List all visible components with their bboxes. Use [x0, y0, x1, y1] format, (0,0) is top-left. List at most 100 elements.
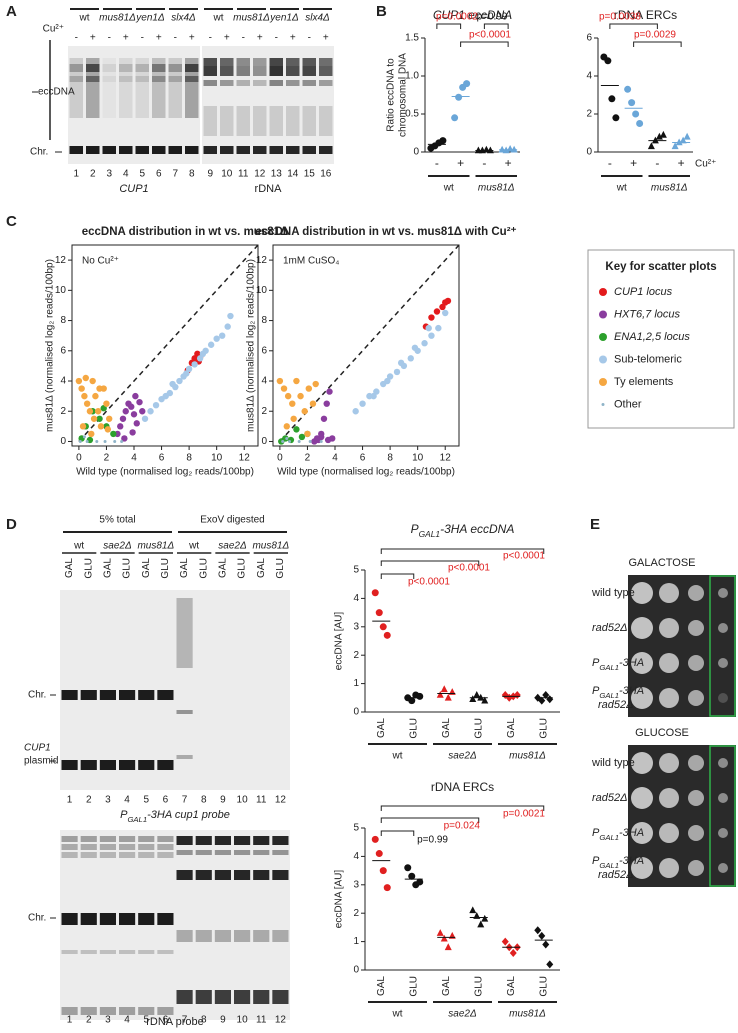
genotype-label: mus81Δ — [137, 541, 174, 552]
yeast-spot — [718, 863, 728, 873]
lane-number: 10 — [237, 1015, 249, 1026]
legend-swatch — [599, 288, 607, 296]
cu-label: Cu²⁺ — [695, 159, 716, 170]
x-tick-label: 6 — [159, 453, 165, 464]
y-tick-label: 4 — [353, 851, 359, 862]
data-point — [82, 435, 86, 439]
gel-band — [119, 950, 136, 954]
yeast-spot — [659, 688, 679, 708]
y-tick-label: 0 — [586, 147, 592, 158]
strain-label: PGAL1-3HA — [592, 657, 644, 672]
medium-label: GAL — [256, 558, 267, 578]
gel-band — [119, 58, 133, 118]
x-tick-label: 4 — [131, 453, 137, 464]
lane-number: 8 — [201, 795, 207, 806]
gel-band — [119, 146, 133, 154]
legend-swatch — [599, 378, 607, 386]
lane-number: 7 — [182, 1015, 188, 1026]
gel-band — [195, 990, 212, 1004]
x-tick-label: 8 — [186, 453, 192, 464]
gel-band — [302, 146, 316, 154]
label-part: GAL1 — [599, 691, 619, 700]
lane-number: 9 — [220, 795, 226, 806]
data-point — [86, 408, 94, 415]
label-part: -3HA — [619, 657, 644, 669]
label-part: P — [592, 657, 600, 669]
legend-entry: Ty elements — [614, 376, 674, 388]
y-tick-label: 1 — [353, 936, 359, 947]
gel-band — [176, 990, 193, 1004]
highlight-box — [709, 575, 736, 717]
data-point — [370, 392, 377, 400]
gel-band — [236, 66, 250, 76]
chart-title: eccDNA distribution in wt vs. mus81Δ — [82, 226, 289, 238]
probe-label: PGAL1-3HA cup1 probe — [120, 809, 230, 824]
y-tick-label: 0.5 — [405, 109, 419, 120]
lane-number: 7 — [182, 795, 188, 806]
label-part: -3HA — [619, 827, 644, 839]
p-value: p=0.99 — [417, 835, 448, 846]
genotype-label: yen1Δ — [269, 13, 299, 24]
cu-plus: + — [90, 33, 96, 44]
x-axis-label: Wild type (normalised log₂ reads/100bp) — [76, 467, 254, 478]
gel-band — [135, 76, 149, 82]
panel-label: E — [590, 516, 600, 533]
gel-band — [176, 850, 193, 855]
yeast-spot — [688, 790, 704, 806]
strain-label: rad52Δ — [598, 699, 634, 711]
medium-label: GAL — [218, 558, 229, 578]
gel-band — [80, 913, 97, 925]
gel-band — [69, 64, 83, 72]
data-point — [110, 430, 117, 438]
gel-band — [203, 146, 217, 154]
chr-label: Chr. — [30, 147, 48, 158]
data-point — [147, 408, 154, 415]
data-point — [371, 589, 379, 597]
data-point — [440, 934, 448, 942]
gel-band — [234, 850, 251, 855]
data-point — [647, 142, 655, 150]
x-tick-label: - — [655, 156, 659, 170]
gel-band — [176, 598, 193, 668]
data-point — [440, 685, 448, 693]
x-tick-label: GAL — [441, 976, 452, 996]
data-point — [379, 867, 387, 875]
medium-label: GLU — [160, 558, 171, 579]
gel-band — [152, 76, 166, 82]
gel-band — [214, 930, 231, 942]
legend-swatch — [599, 355, 607, 364]
gel-band — [195, 930, 212, 942]
lane-number: 4 — [123, 169, 129, 180]
data-point — [636, 120, 644, 127]
medium-label: GAL — [64, 558, 75, 578]
data-point — [313, 435, 321, 442]
yeast-spot — [659, 753, 679, 773]
p-value: p=0.0029 — [634, 30, 676, 41]
lane-number: 14 — [287, 169, 299, 180]
medium-title: GALACTOSE — [628, 557, 695, 569]
cu-plus: + — [123, 33, 129, 44]
gel-band — [152, 64, 166, 72]
data-point — [284, 392, 292, 400]
data-point — [78, 385, 85, 392]
gel-band — [61, 1007, 78, 1015]
medium-title: GLUCOSE — [635, 727, 689, 739]
data-point — [383, 631, 391, 639]
y-tick-label: 10 — [55, 285, 67, 296]
gel-band — [138, 913, 155, 925]
gel-band — [119, 913, 136, 925]
data-point — [421, 340, 428, 347]
yeast-spot — [718, 658, 728, 668]
gel-band — [99, 852, 116, 858]
data-point — [455, 93, 463, 101]
cu-plus: + — [224, 33, 230, 44]
yeast-spot — [659, 788, 679, 808]
data-point — [82, 374, 89, 382]
genotype-label: sae2Δ — [218, 541, 247, 552]
legend-entry: ENA1,2,5 locus — [614, 331, 690, 343]
gel-band — [220, 80, 234, 86]
data-point — [152, 401, 160, 409]
cu-minus: - — [174, 33, 177, 44]
label-part: -3HA — [619, 855, 644, 867]
